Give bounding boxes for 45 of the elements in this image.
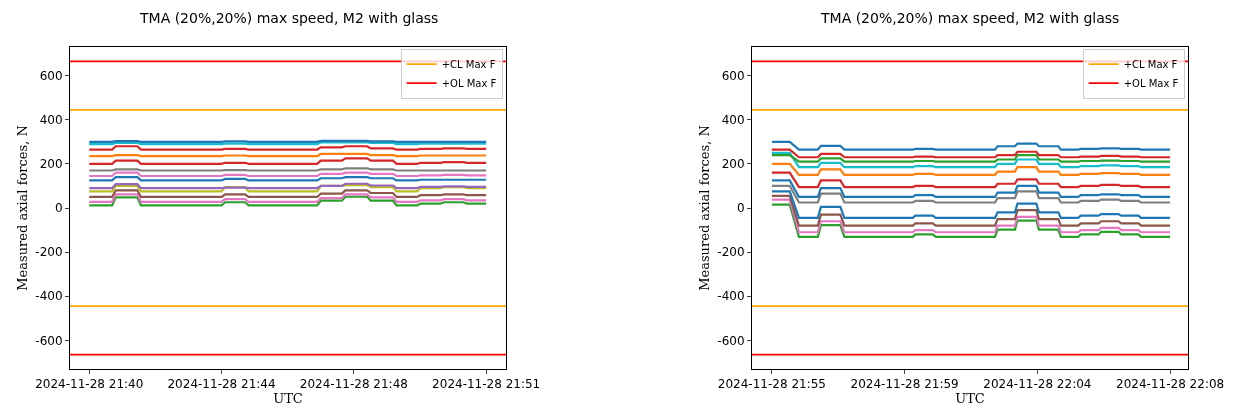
y-axis-title: Measured axial forces, N: [697, 125, 713, 291]
line-series: [770, 194, 1172, 227]
line-series: [88, 193, 488, 203]
legend-label: +CL Max F: [1123, 59, 1178, 71]
line-series: [770, 184, 1172, 204]
y-tick-label: 400: [721, 112, 745, 127]
line-series: [88, 189, 488, 199]
legend-label: +OL Max F: [441, 78, 497, 90]
y-tick-label: -200: [717, 245, 745, 260]
y-tick-label: -600: [35, 333, 63, 348]
y-tick-label: 200: [721, 157, 745, 172]
chart-title: TMA (20%,20%) max speed, M2 with glass: [820, 10, 1120, 26]
x-tick-label: 2024-11-28 21:59: [850, 377, 959, 392]
y-tick-label: -400: [35, 289, 63, 304]
x-tick-label: 2024-11-28 21:44: [167, 377, 276, 392]
x-tick-label: 2024-11-28 22:08: [1116, 377, 1225, 392]
y-tick-label: 0: [54, 201, 63, 216]
y-tick-label: 400: [39, 112, 63, 127]
line-series: [770, 171, 1172, 189]
chart-title: TMA (20%,20%) max speed, M2 with glass: [139, 10, 439, 26]
y-tick-label: 0: [736, 201, 745, 216]
line-series: [770, 162, 1172, 177]
line-series: [770, 190, 1172, 220]
x-tick-label: 2024-11-28 21:48: [299, 377, 408, 392]
line-series: [770, 151, 1172, 169]
y-axis-title: Measured axial forces, N: [15, 125, 31, 291]
line-series: [770, 153, 1172, 163]
x-axis-title: UTC: [955, 391, 985, 407]
x-tick-label: 2024-11-28 22:04: [983, 377, 1092, 392]
legend-label: +CL Max F: [441, 59, 496, 71]
y-tick-label: -200: [35, 245, 63, 260]
y-tick-label: 600: [721, 68, 745, 83]
line-series: [770, 140, 1172, 151]
line-series: [770, 179, 1172, 199]
x-axis-title: UTC: [273, 391, 303, 407]
line-series: [770, 148, 1172, 159]
x-tick-label: 2024-11-28 21:55: [717, 377, 826, 392]
y-tick-label: -600: [717, 333, 745, 348]
line-series: [88, 195, 488, 207]
x-tick-label: 2024-11-28 21:51: [432, 377, 541, 392]
legend-label: +OL Max F: [1123, 78, 1179, 90]
y-tick-label: 200: [39, 157, 63, 172]
x-tick-label: 2024-11-28 21:40: [35, 377, 144, 392]
y-tick-label: -400: [717, 289, 745, 304]
y-tick-label: 600: [39, 68, 63, 83]
